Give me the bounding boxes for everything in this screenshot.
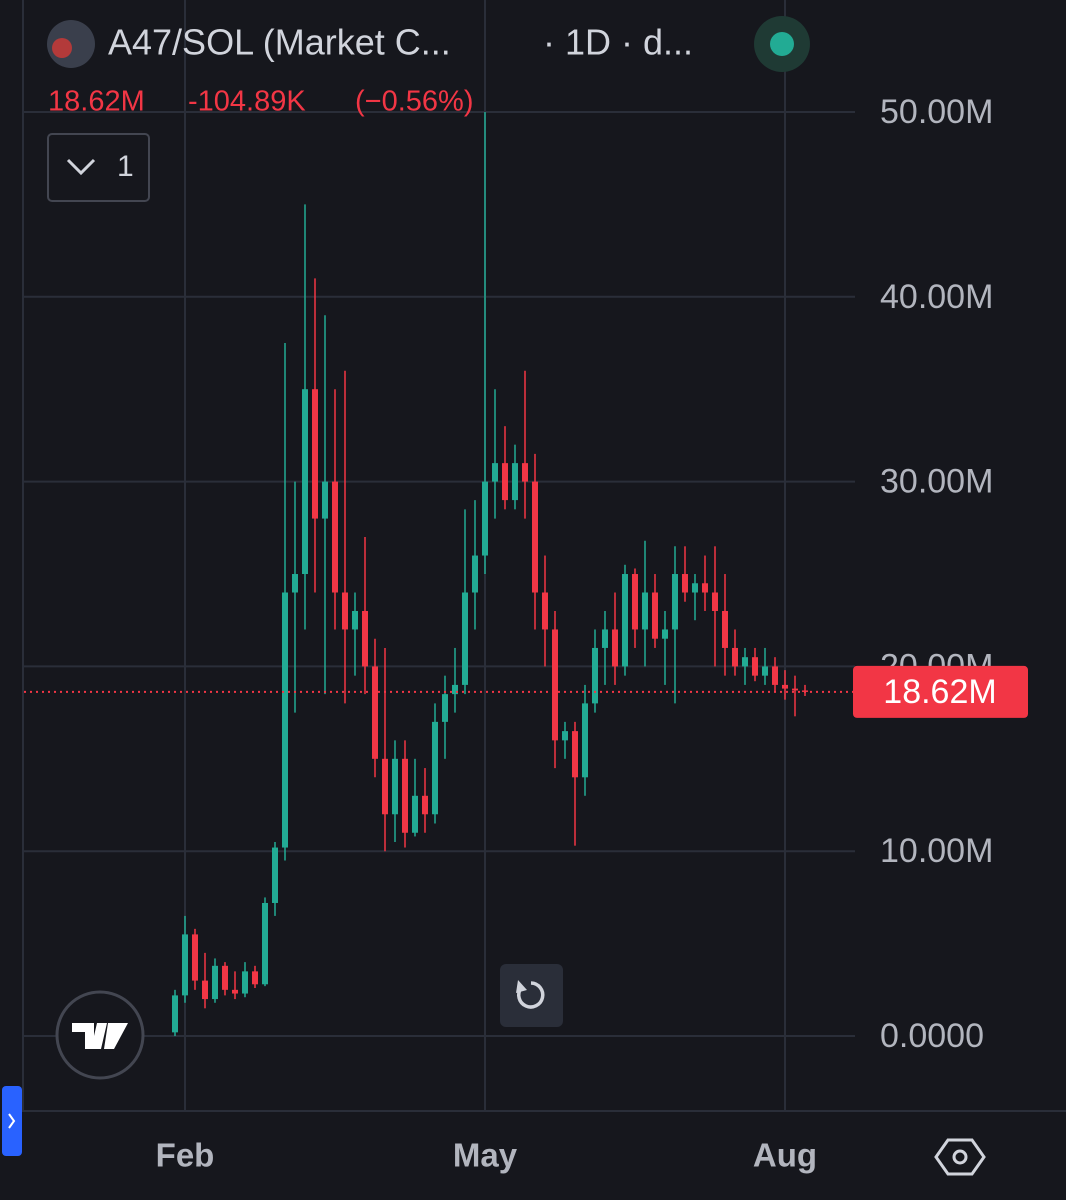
candle-body [712,592,718,611]
candle-body [302,389,308,575]
side-tab-icon [8,1113,16,1129]
y-tick-label: 0.0000 [880,1017,984,1055]
candle-body [372,666,378,759]
candle-body [492,463,498,482]
candle-body [252,971,258,985]
candle-body [562,731,568,741]
candle-body [602,629,608,648]
candle-body [212,965,218,1000]
chevron-icon [66,158,96,176]
candle-body [722,610,728,648]
candle-body [362,610,368,667]
bottom-border [24,1110,1066,1112]
labels: 0.000010.00M20.00M30.00M40.00M50.00MFebM… [156,93,1028,1174]
candle-body [292,574,298,593]
candle-body [582,703,588,778]
candle-body [352,610,358,630]
side-tab[interactable] [2,1086,22,1156]
candle-body [612,629,618,667]
candle-body [632,574,638,630]
candles [24,111,855,1037]
candle-body [392,758,398,815]
candle-body [332,481,338,593]
settings-icon-center [952,1149,968,1165]
candle-body [192,934,198,981]
candle-body [672,574,678,630]
candle-body [412,795,418,833]
candle-body [552,629,558,741]
candle-body [512,463,518,501]
candle-body [532,481,538,593]
y-tick-label: 30.00M [880,463,993,501]
status-dot [770,32,794,56]
y-tick-label: 50.00M [880,93,993,131]
header-change: -104.89K [188,86,306,118]
candle-body [482,481,488,556]
candle-body [402,758,408,833]
candle-body [752,657,758,676]
candle-body [572,731,578,778]
candle-body [382,758,388,815]
candle-body [702,583,708,593]
candle-body [662,629,668,639]
candle-body [652,592,658,639]
candle-body [172,995,178,1033]
candle-body [742,657,748,667]
settings-icon[interactable] [934,1138,986,1176]
candle-body [242,971,248,994]
candle-body [772,666,778,685]
candle-body [542,592,548,630]
y-tick-label: 40.00M [880,278,993,316]
indicator-count: 1 [117,150,134,183]
last-price-tag [853,665,1028,718]
candle-body [202,980,208,1000]
tv-logo-mark [72,1023,128,1049]
header-price: 18.62M [48,86,145,118]
candle-body [762,666,768,676]
candle-body [452,684,458,695]
indicator-toggle[interactable] [47,133,150,202]
candle-body [462,592,468,685]
candle-body [312,389,318,519]
candle-body [592,647,598,704]
symbol-logo-mark [52,38,72,58]
x-tick-label: Feb [156,1137,215,1174]
interval[interactable]: · 1D · d... [543,22,693,63]
candle-body [472,555,478,593]
y-tick-label: 10.00M [880,832,993,870]
reset-button[interactable] [500,964,563,1027]
candle-body [682,574,688,593]
candle-body [732,647,738,667]
candle-body [262,902,268,985]
candle-body [782,684,788,689]
candle-body [502,463,508,501]
candle-body [282,592,288,848]
candle-body [222,965,228,990]
candle-body [522,463,528,482]
candle-body [792,688,798,691]
candle-body [442,694,448,722]
candle-body [432,721,438,815]
reset-icon [517,981,545,1009]
reset-arrow [516,980,527,993]
left-border [22,0,24,1112]
candle-body [642,592,648,630]
last-price-label: 18.62M [883,673,996,711]
x-tick-label: May [453,1137,518,1174]
candle-body [232,989,238,994]
candle-body [272,847,278,903]
candle-body [422,795,428,815]
candle-body [622,574,628,667]
header-change-pct: (−0.56%) [355,86,473,118]
candle-body [182,934,188,996]
candle-body [342,592,348,630]
x-tick-label: Aug [753,1137,817,1174]
candle-body [692,583,698,593]
candle-body [322,481,328,519]
symbol-title[interactable]: A47/SOL (Market C... [108,22,451,63]
